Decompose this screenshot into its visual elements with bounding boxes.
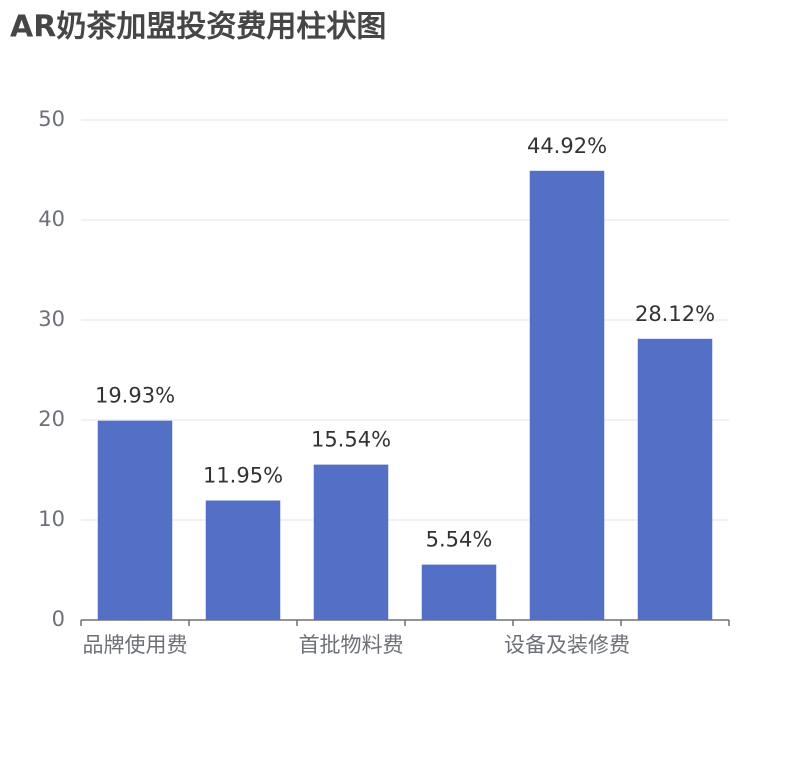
- value-label: 19.93%: [95, 384, 175, 408]
- y-tick-label: 0: [52, 607, 65, 631]
- value-label: 44.92%: [527, 134, 607, 158]
- bar: [529, 170, 605, 621]
- bar: [205, 500, 281, 620]
- bar: [421, 564, 497, 620]
- y-tick-label: 40: [38, 207, 65, 231]
- y-tick-label: 50: [38, 107, 65, 131]
- x-tick-label: 品牌使用费: [83, 633, 188, 657]
- bar: [97, 420, 173, 620]
- bar: [313, 464, 389, 620]
- x-tick-label: 设备及装修费: [504, 633, 630, 657]
- value-label: 5.54%: [426, 528, 493, 552]
- value-label: 15.54%: [311, 428, 391, 452]
- bar: [637, 338, 713, 620]
- x-tick-label: 首批物料费: [299, 633, 404, 657]
- y-tick-label: 20: [38, 407, 65, 431]
- y-tick-label: 10: [38, 507, 65, 531]
- value-label: 11.95%: [203, 464, 283, 488]
- value-label: 28.12%: [635, 302, 715, 326]
- chart-title: AR奶茶加盟投资费用柱状图: [10, 10, 386, 45]
- y-tick-label: 30: [38, 307, 65, 331]
